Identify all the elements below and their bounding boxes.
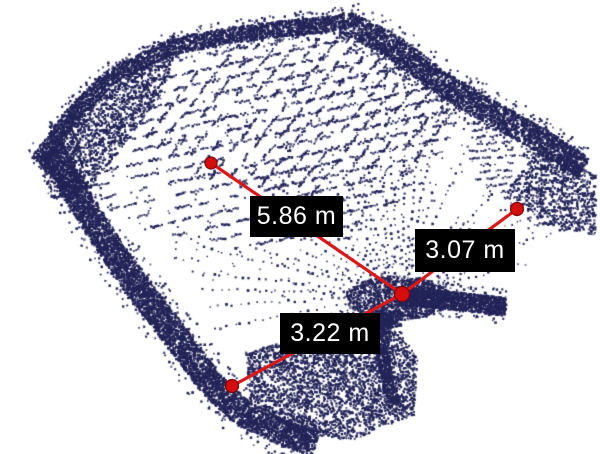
measurement-marker-3 <box>224 378 240 394</box>
distance-label-2: 3.07 m <box>415 229 515 272</box>
measurement-marker-central <box>393 285 411 303</box>
distance-label-1: 5.86 m <box>250 196 343 237</box>
distance-label-3: 3.22 m <box>280 313 380 354</box>
measurement-marker-2 <box>509 201 525 217</box>
measurement-marker-1 <box>204 156 218 170</box>
